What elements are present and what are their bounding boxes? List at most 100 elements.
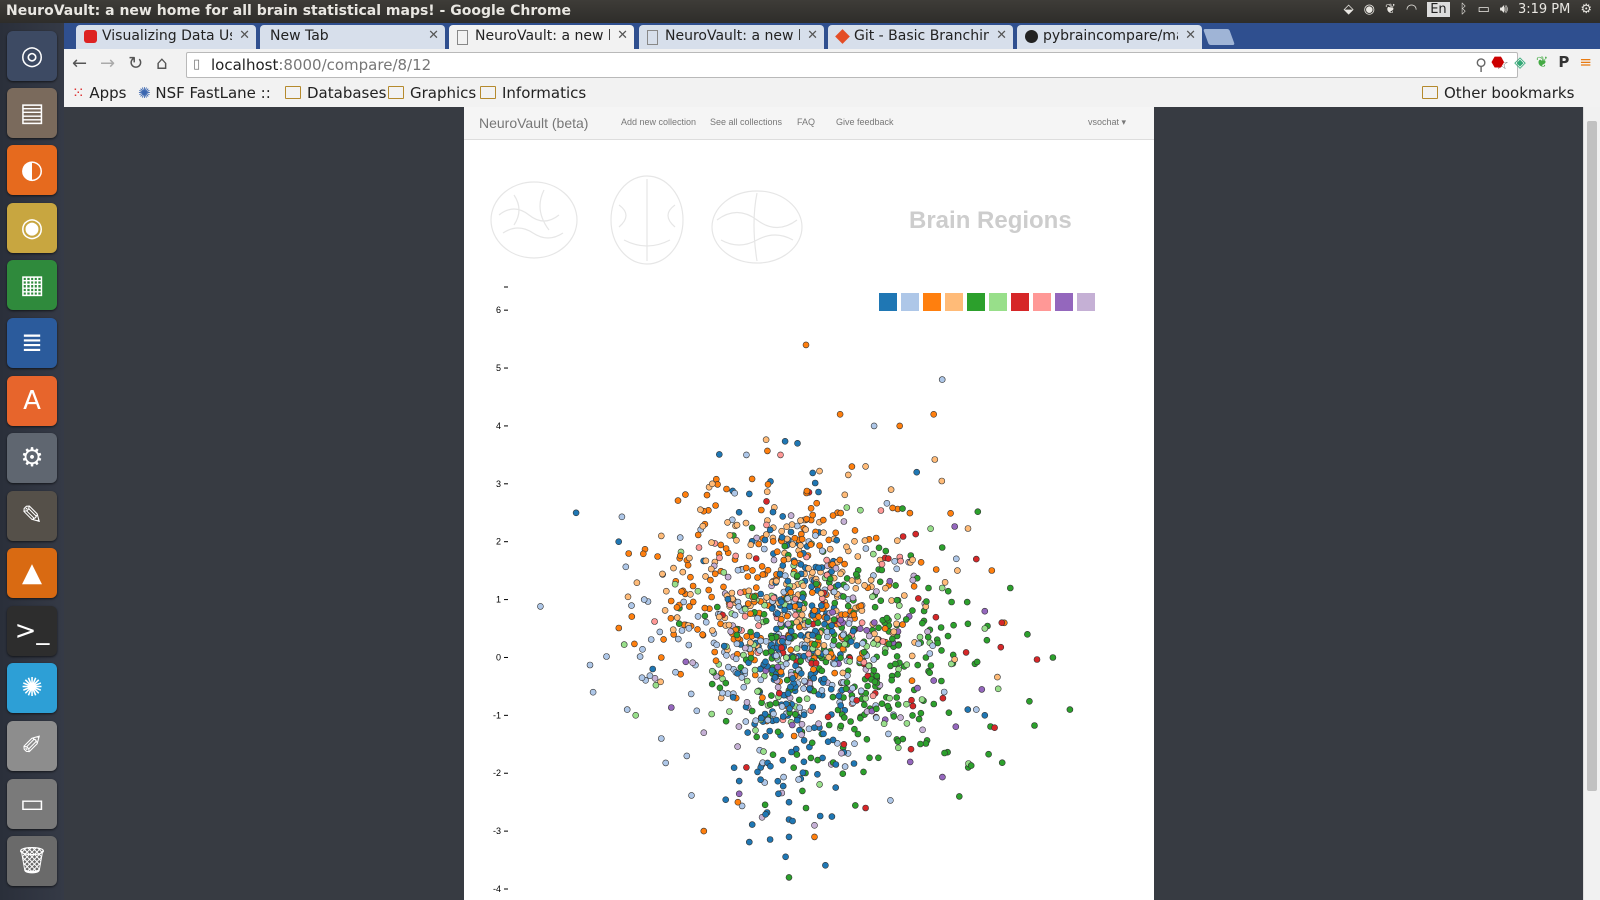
scatter-point[interactable]	[1006, 584, 1014, 592]
scatter-point[interactable]	[1026, 697, 1033, 705]
scatter-point[interactable]	[760, 545, 768, 553]
legend-swatch-7[interactable]	[1033, 293, 1051, 311]
scatter-point[interactable]	[777, 598, 785, 606]
scatter-point[interactable]	[803, 515, 810, 523]
scatter-point[interactable]	[752, 717, 760, 725]
faq-link[interactable]: FAQ	[797, 117, 816, 127]
scatter-point[interactable]	[828, 628, 836, 635]
scatter-point[interactable]	[843, 679, 851, 686]
scatter-point[interactable]	[873, 588, 880, 595]
scatter-point[interactable]	[782, 853, 789, 861]
scatter-point[interactable]	[726, 531, 734, 539]
scatter-point[interactable]	[902, 616, 910, 623]
scatter-point[interactable]	[825, 721, 833, 729]
scatter-point[interactable]	[708, 565, 715, 573]
scatter-point[interactable]	[895, 602, 903, 609]
scatter-point[interactable]	[826, 545, 834, 553]
scatter-point[interactable]	[947, 660, 955, 668]
scatter-point[interactable]	[945, 709, 953, 717]
scatter-point[interactable]	[757, 676, 765, 684]
scatter-point[interactable]	[840, 714, 848, 721]
scatter-point[interactable]	[658, 532, 665, 540]
scatter-point[interactable]	[909, 702, 917, 710]
scatter-point[interactable]	[667, 614, 675, 622]
scatter-point[interactable]	[852, 584, 860, 592]
scatter-point[interactable]	[764, 566, 772, 574]
scatter-point[interactable]	[774, 663, 782, 671]
scatter-point[interactable]	[743, 698, 751, 706]
scatter-point[interactable]	[967, 762, 975, 769]
scatter-point[interactable]	[927, 662, 935, 669]
scatter-point[interactable]	[814, 770, 821, 778]
scatter-point[interactable]	[795, 776, 802, 783]
scatter-point[interactable]	[862, 804, 869, 812]
scatter-point[interactable]	[922, 740, 930, 747]
scatter-point[interactable]	[882, 584, 889, 592]
scatter-point[interactable]	[814, 619, 822, 627]
scatter-point[interactable]	[762, 649, 770, 657]
scatter-point[interactable]	[840, 593, 847, 600]
scatter-point[interactable]	[847, 638, 855, 645]
scatter-point[interactable]	[862, 463, 869, 470]
scatter-point[interactable]	[759, 694, 766, 702]
scatter-point[interactable]	[811, 479, 819, 487]
scatter-point[interactable]	[639, 645, 646, 653]
scatter-point[interactable]	[857, 687, 865, 695]
scatter-point[interactable]	[761, 801, 769, 809]
scatter-point[interactable]	[834, 581, 842, 589]
scatter-point[interactable]	[778, 527, 786, 535]
scatter-point[interactable]	[700, 729, 708, 737]
scatter-point[interactable]	[822, 648, 830, 656]
scatter-point[interactable]	[760, 610, 768, 618]
scatter-point[interactable]	[791, 558, 798, 566]
scatter-point[interactable]	[699, 522, 707, 530]
scatter-point[interactable]	[819, 754, 826, 762]
scatter-point[interactable]	[731, 489, 739, 497]
scatter-point[interactable]	[785, 833, 793, 841]
scatter-point[interactable]	[860, 648, 868, 656]
scatter-point[interactable]	[1066, 706, 1074, 713]
scatter-point[interactable]	[892, 582, 899, 589]
scatter-point[interactable]	[720, 583, 727, 591]
scatter-point[interactable]	[689, 659, 696, 667]
scatter-point[interactable]	[711, 570, 719, 578]
scatter-point[interactable]	[827, 685, 835, 693]
scatter-point[interactable]	[881, 649, 889, 657]
scatter-point[interactable]	[734, 670, 741, 677]
scatter-point[interactable]	[686, 554, 693, 562]
scatter-point[interactable]	[754, 614, 761, 622]
scatter-point[interactable]	[792, 662, 799, 670]
scatter-point[interactable]	[730, 764, 738, 772]
scatter-point[interactable]	[802, 804, 810, 812]
scatter-point[interactable]	[764, 481, 772, 488]
scatter-point[interactable]	[759, 571, 767, 578]
scatter-point[interactable]	[878, 700, 886, 708]
scatter-point[interactable]	[770, 710, 777, 718]
scatter-point[interactable]	[793, 572, 801, 580]
scatter-point[interactable]	[951, 656, 959, 663]
scatter-point[interactable]	[726, 601, 734, 609]
scatter-point[interactable]	[741, 667, 749, 675]
scatter-point[interactable]	[833, 739, 841, 747]
scatter-point[interactable]	[683, 752, 691, 760]
scatter-point[interactable]	[815, 720, 822, 728]
scatter-point[interactable]	[799, 787, 806, 795]
scatter-point[interactable]	[926, 669, 934, 677]
scatter-point[interactable]	[752, 726, 759, 734]
scatter-point[interactable]	[811, 821, 818, 829]
scatter-point[interactable]	[844, 471, 852, 479]
scatter-point[interactable]	[767, 762, 774, 770]
scatter-point[interactable]	[908, 652, 916, 660]
scatter-point[interactable]	[820, 529, 827, 536]
scatter-point[interactable]	[815, 613, 823, 621]
scatter-point[interactable]	[722, 545, 730, 552]
scatter-point[interactable]	[589, 688, 597, 696]
scatter-point[interactable]	[793, 618, 800, 626]
scatter-point[interactable]	[624, 593, 632, 601]
scatter-point[interactable]	[780, 773, 787, 781]
scatter-point[interactable]	[941, 578, 949, 586]
terminal-icon[interactable]: >_	[7, 606, 57, 656]
scatter-point[interactable]	[693, 707, 701, 715]
scatter-point[interactable]	[844, 602, 852, 610]
scatter-point[interactable]	[768, 605, 776, 612]
